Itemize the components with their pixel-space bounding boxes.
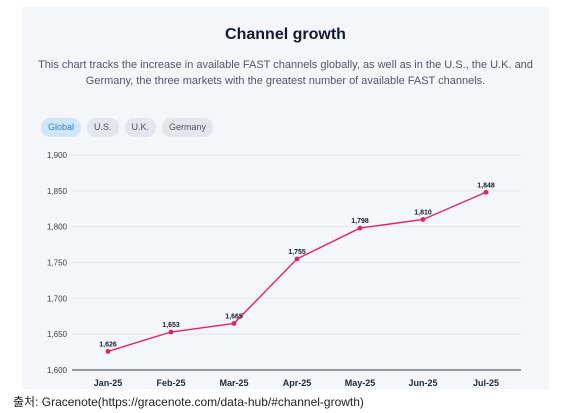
chart-card: Channel growth This chart tracks the inc…: [22, 7, 549, 389]
source-caption: 출처: Gracenote(https://gracenote.com/data…: [13, 395, 364, 409]
y-tick-label: 1,850: [47, 187, 68, 196]
data-label: 1,810: [414, 210, 432, 217]
data-point: [294, 256, 300, 262]
data-label: 1,848: [477, 182, 495, 189]
tab-us[interactable]: U.S.: [87, 118, 119, 137]
x-tick-label: Apr-25: [283, 378, 312, 388]
region-tabs: Global U.S. U.K. Germany: [41, 118, 214, 137]
chart-description: This chart tracks the increase in availa…: [38, 59, 533, 87]
data-label: 1,665: [225, 313, 243, 320]
y-tick-label: 1,800: [47, 223, 68, 232]
x-tick-label: Mar-25: [219, 378, 248, 388]
x-tick-label: Jul-25: [473, 378, 499, 388]
data-point: [483, 189, 489, 195]
data-point: [105, 348, 111, 354]
y-tick-label: 1,750: [47, 259, 68, 268]
x-tick-label: Jun-25: [408, 378, 437, 388]
y-tick-label: 1,900: [47, 151, 68, 160]
chart-title: Channel growth: [225, 26, 346, 43]
data-label: 1,755: [288, 249, 306, 256]
data-point: [231, 321, 237, 326]
line-chart: 1,600 1,650 1,700 1,750 1,800 1,850 1,900 Jan-2…: [47, 151, 521, 388]
data-point: [357, 225, 363, 231]
x-tick-label: May-25: [345, 378, 376, 388]
data-label: 1,798: [351, 218, 369, 225]
tab-germany[interactable]: Germany: [162, 118, 214, 137]
y-tick-label: 1,600: [47, 366, 68, 375]
x-tick-label: Feb-25: [156, 378, 185, 388]
data-point: [420, 217, 426, 222]
tab-global[interactable]: Global: [41, 118, 82, 137]
x-tick-label: Jan-25: [94, 378, 123, 388]
data-label: 1,626: [99, 341, 117, 348]
tab-uk[interactable]: U.K.: [124, 118, 157, 137]
data-point: [168, 329, 174, 335]
y-tick-label: 1,700: [47, 294, 68, 303]
data-label: 1,653: [162, 322, 180, 329]
y-tick-label: 1,650: [47, 330, 68, 339]
